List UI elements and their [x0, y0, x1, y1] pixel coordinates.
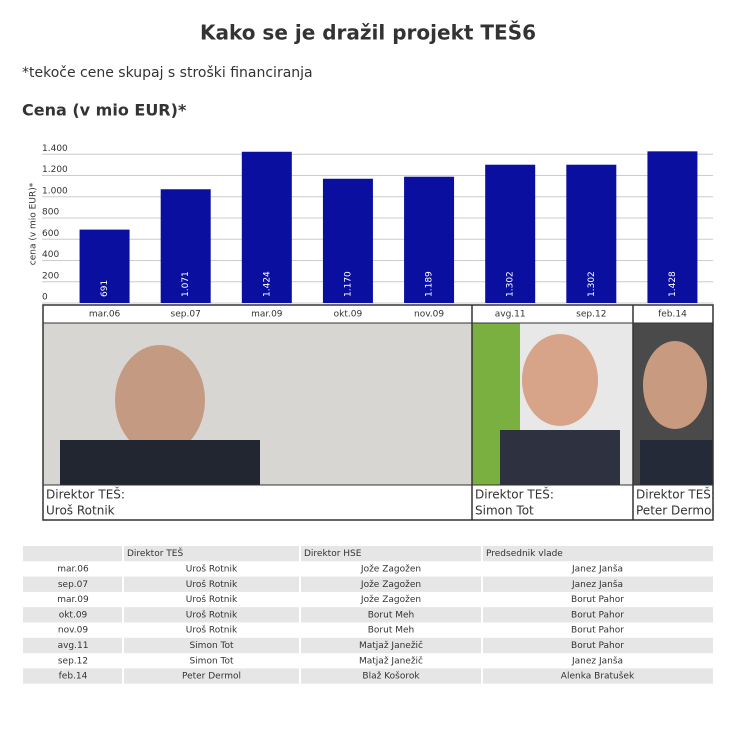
table-header: Direktor HSE [304, 549, 362, 559]
panel-label: Direktor TEŠ: [46, 487, 125, 502]
y-tick-label: 200 [42, 271, 59, 281]
table-cell: Janez Janša [571, 579, 623, 590]
table-cell: Uroš Rotnik [186, 579, 238, 590]
table-header-bg [23, 546, 713, 562]
photo-face [115, 345, 205, 455]
value-label: 1.170 [343, 271, 353, 297]
x-tick-label: mar.09 [251, 310, 283, 320]
bar [566, 164, 617, 303]
table-cell: Borut Meh [368, 626, 414, 636]
table-cell: Jože Zagožen [360, 564, 421, 574]
table-row-bg [23, 576, 713, 592]
y-tick-label: 0 [42, 293, 48, 303]
table-cell: Janez Janša [571, 655, 623, 666]
bar [322, 178, 373, 303]
panel-label: Direktor TEŠ: [475, 487, 554, 502]
table-cell: Peter Dermol [182, 672, 241, 682]
table-cell: Borut Pahor [571, 641, 624, 651]
value-label: 1.428 [668, 271, 678, 297]
x-tick-label: mar.06 [89, 310, 121, 320]
table-cell: Janez Janša [571, 563, 623, 574]
value-label: 1.302 [506, 271, 516, 297]
table-header: Direktor TEŠ [127, 547, 183, 559]
table-cell: Simon Tot [189, 641, 234, 651]
bar [160, 189, 211, 303]
table-cell: sep.12 [58, 656, 88, 666]
photo-face [522, 334, 598, 426]
table-row-bg [23, 668, 713, 684]
photo-panels [42, 304, 714, 521]
photo-suit [500, 430, 620, 485]
photo-face [643, 341, 707, 429]
bar [404, 176, 455, 303]
y-tick-label: 1.200 [42, 165, 68, 175]
table-cell: Blaž Košorok [362, 671, 420, 682]
value-label: 691 [100, 280, 110, 297]
y-tick-label: 1.400 [42, 144, 68, 154]
y-tick-label: 600 [42, 229, 59, 239]
chart-title: Cena (v mio EUR)* [22, 101, 187, 120]
panel-name: Uroš Rotnik [46, 504, 115, 518]
table-cell: avg.11 [58, 641, 89, 651]
table-cell: Jože Zagožen [360, 595, 421, 605]
table-cell: Borut Pahor [571, 595, 624, 605]
table-cell: Uroš Rotnik [186, 563, 238, 574]
value-label: 1.302 [587, 271, 597, 297]
table-cell: mar.09 [57, 595, 89, 605]
value-label: 1.424 [262, 271, 272, 297]
table-header: Predsednik vlade [486, 549, 563, 559]
table-cell: okt.09 [59, 610, 88, 620]
panel-label: Direktor TEŠ: [636, 487, 715, 502]
table-cell: nov.09 [58, 626, 88, 636]
title: Kako se je dražil projekt TEŠ6 [200, 21, 536, 45]
table-cell: Borut Meh [368, 610, 414, 620]
table-cell: sep.07 [58, 580, 88, 590]
table-cell: Matjaž Janežič [359, 640, 423, 651]
y-axis-label: cena (v mio EUR)* [29, 182, 39, 265]
table-cell: Uroš Rotnik [186, 625, 238, 636]
photo-suit [640, 440, 713, 485]
y-tick-label: 400 [42, 250, 59, 260]
bar [241, 151, 292, 303]
table-row-bg [23, 637, 713, 654]
bar [79, 229, 130, 303]
table-cell: mar.06 [57, 564, 89, 574]
x-tick-label: okt.09 [334, 310, 363, 320]
table-cell: Uroš Rotnik [186, 609, 238, 620]
photo-suit [60, 440, 260, 485]
subtitle: *tekoče cene skupaj s stroški financiran… [22, 65, 313, 81]
y-tick-label: 1.000 [42, 186, 68, 196]
table-cell: Simon Tot [189, 656, 234, 666]
value-label: 1.071 [181, 271, 191, 297]
bar [485, 164, 536, 303]
x-tick-label: sep.12 [576, 310, 606, 320]
table-row-bg [23, 607, 713, 623]
table-cell: feb.14 [59, 672, 88, 682]
panel-name: Peter Dermol [636, 504, 715, 518]
table-cell: Jože Zagožen [360, 580, 421, 590]
table-cell: Borut Pahor [571, 610, 624, 620]
x-tick-label: avg.11 [495, 310, 526, 320]
x-tick-label: feb.14 [658, 310, 687, 320]
x-tick-label: sep.07 [171, 310, 201, 320]
x-tick-label: nov.09 [414, 310, 444, 320]
y-tick-label: 800 [42, 208, 59, 218]
panel-name: Simon Tot [475, 504, 534, 518]
bar [647, 151, 698, 303]
table-cell: Matjaž Janežič [359, 655, 423, 666]
table-cell: Alenka Bratušek [561, 671, 635, 682]
value-label: 1.189 [425, 271, 435, 297]
table-cell: Uroš Rotnik [186, 594, 238, 605]
table-cell: Borut Pahor [571, 626, 624, 636]
panel-frame [42, 304, 714, 521]
